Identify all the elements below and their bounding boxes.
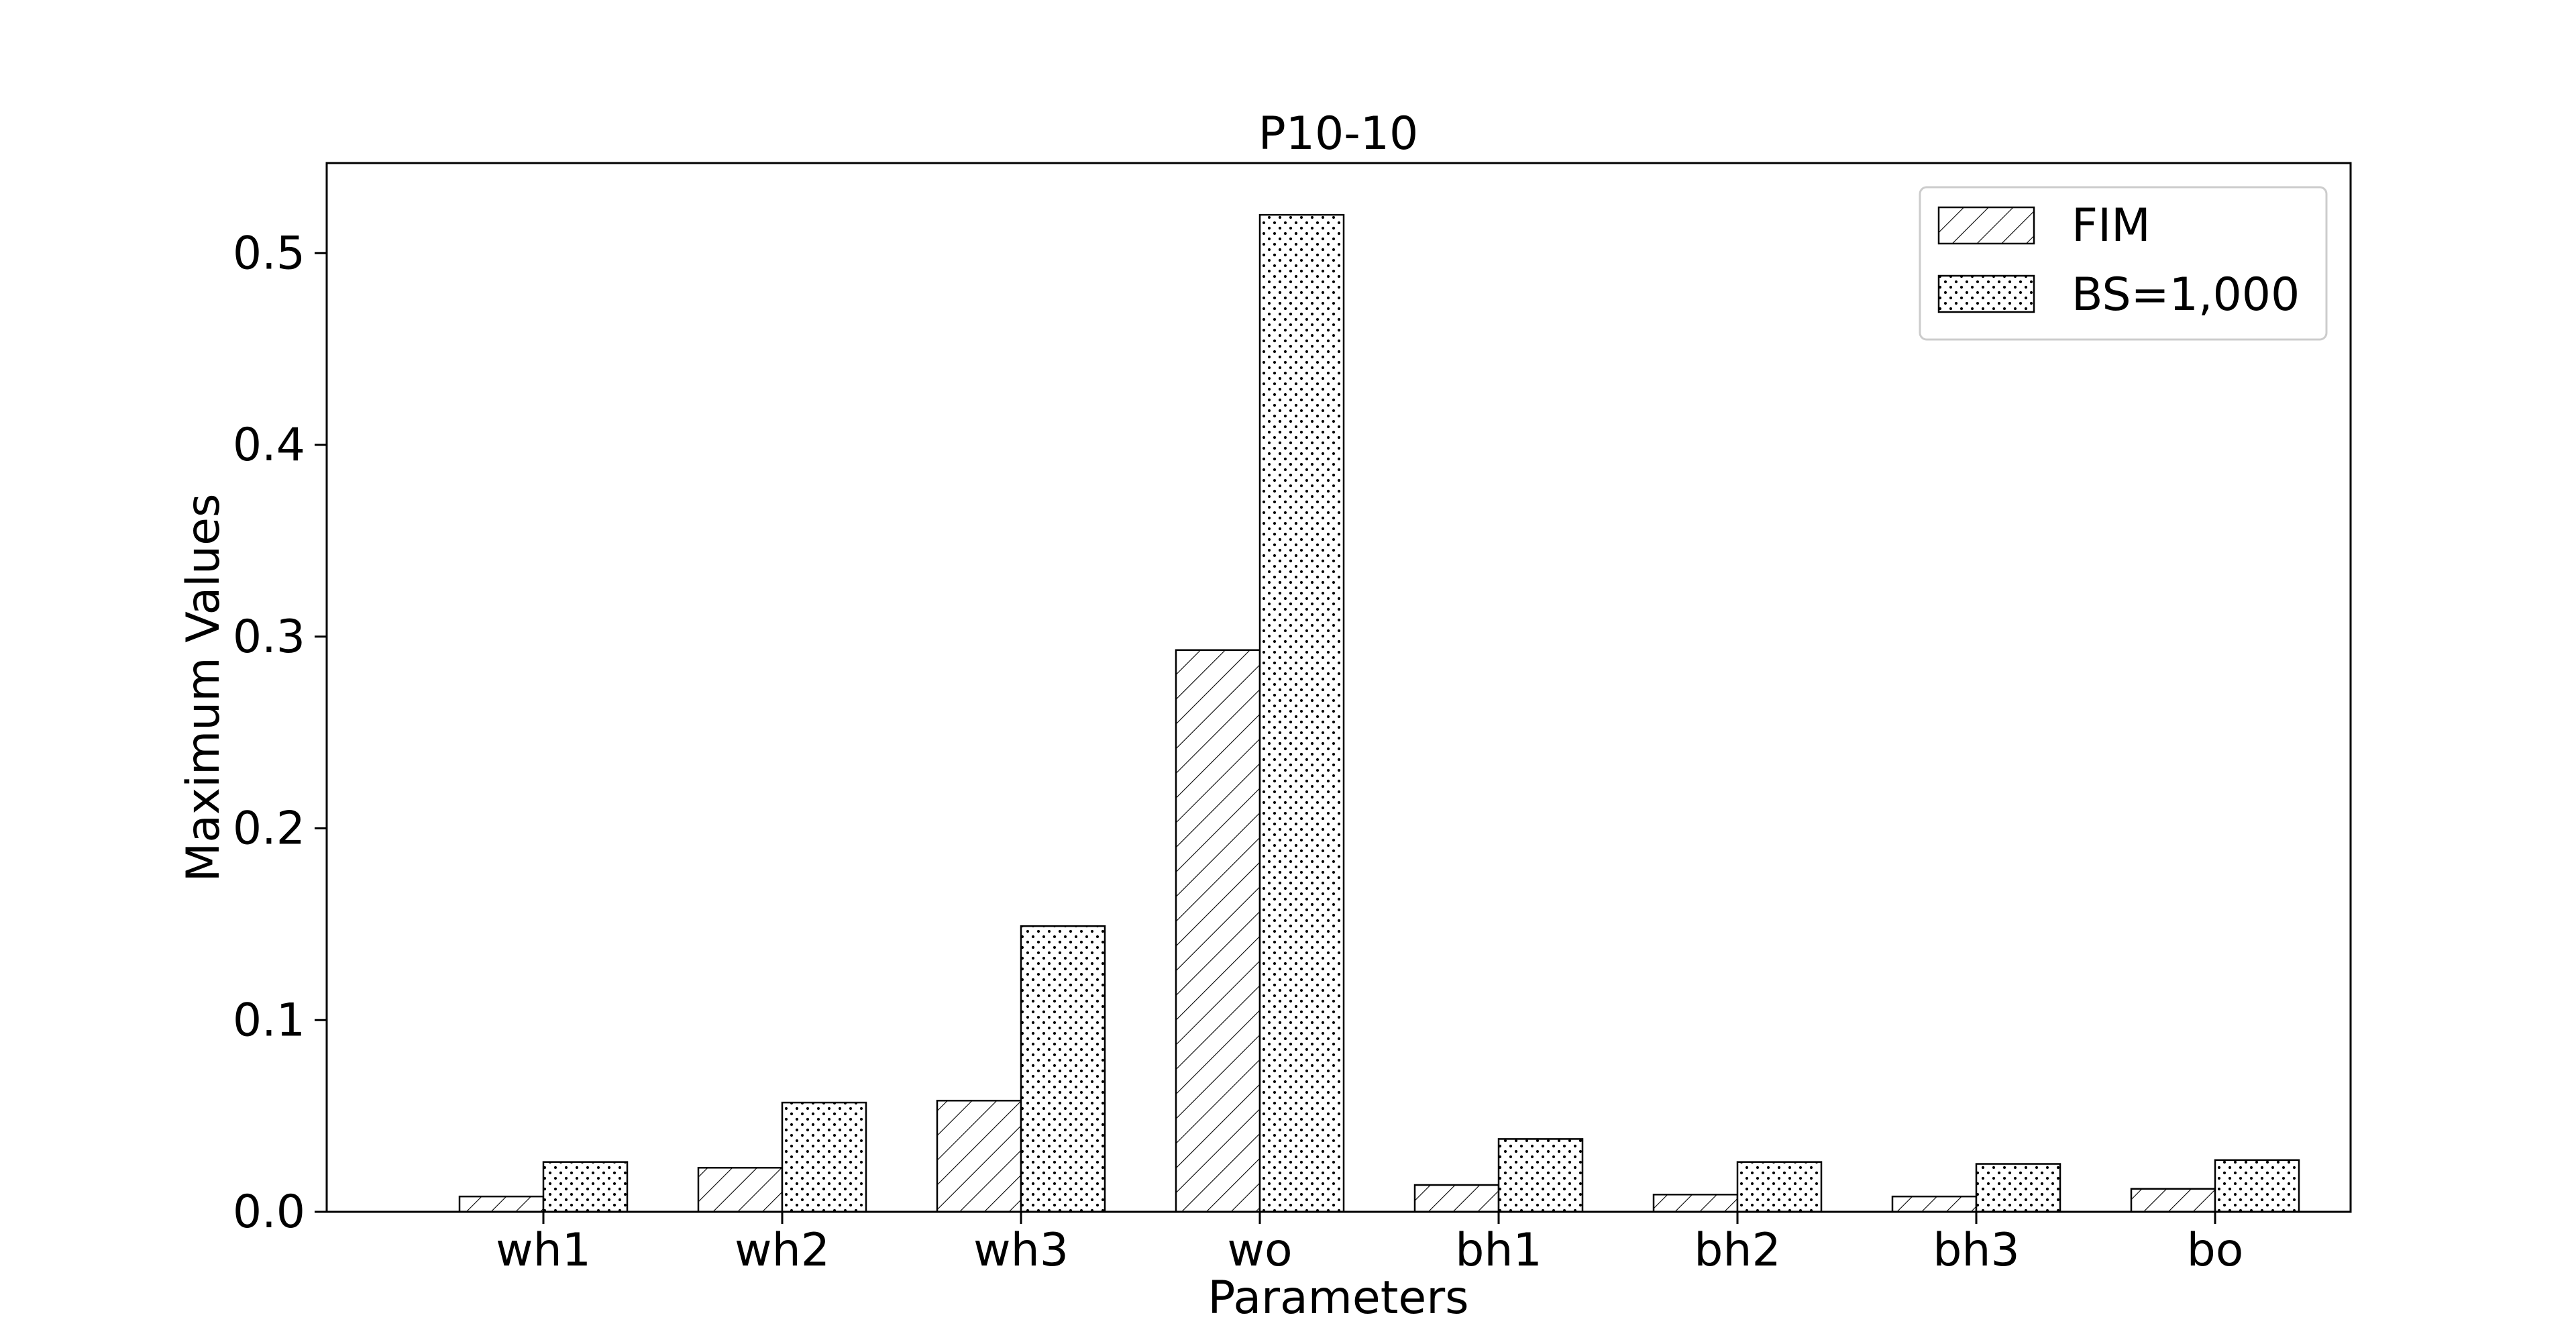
x-axis: wh1 wh2 wh3 wo bh1 bh2 bh3 bo: [496, 1212, 2243, 1277]
legend-swatch-bs: [1937, 274, 2035, 313]
bar-fim-wo: [1175, 649, 1261, 1213]
y-tick-label: 0.2: [233, 803, 305, 856]
x-tick-label-wh1: wh1: [496, 1224, 591, 1277]
bar-fim-wh1: [458, 1195, 545, 1213]
legend-label-bs: BS=1,000: [2072, 268, 2300, 321]
x-tick-label-bo: bo: [2187, 1224, 2244, 1277]
bar-fim-bo: [2130, 1188, 2216, 1213]
y-tick-label: 0.0: [233, 1186, 305, 1239]
bar-bs-wh3: [1020, 925, 1106, 1213]
x-tick-label-bh3: bh3: [1933, 1224, 2020, 1277]
bar-bs-wh1: [542, 1161, 629, 1213]
chart-title: P10-10: [1258, 107, 1419, 160]
bars-layer: [458, 213, 2300, 1213]
plot-frame: [325, 162, 2352, 1213]
bar-bs-bo: [2214, 1159, 2300, 1213]
bar-fim-bh3: [1891, 1195, 1978, 1213]
bar-bs-bh1: [1497, 1138, 1584, 1213]
y-axis-label: Maximum Values: [177, 494, 230, 882]
bar-fim-wh2: [697, 1167, 784, 1213]
bar-fim-bh2: [1652, 1194, 1739, 1213]
x-tick-label-wh3: wh3: [973, 1224, 1069, 1277]
legend-swatch-fim: [1937, 206, 2035, 245]
bar-bs-wh2: [781, 1101, 867, 1213]
legend-label-fim: FIM: [2072, 199, 2151, 252]
y-tick-label: 0.3: [233, 611, 305, 664]
x-tick-label-wo: wo: [1227, 1224, 1292, 1277]
y-tick-label: 0.1: [233, 994, 305, 1047]
bar-fim-wh3: [936, 1100, 1022, 1213]
bar-bs-bh2: [1736, 1161, 1823, 1213]
y-axis: 0.0 0.1 0.2 0.3 0.4 0.5: [233, 227, 327, 1239]
y-tick-label: 0.4: [233, 419, 305, 472]
legend: FIM BS=1,000: [1919, 186, 2328, 341]
bar-fim-bh1: [1413, 1184, 1500, 1213]
bar-bs-bh3: [1975, 1163, 2061, 1213]
x-tick-label-bh1: bh1: [1455, 1224, 1542, 1277]
x-tick-label-bh2: bh2: [1694, 1224, 1781, 1277]
x-tick-label-wh2: wh2: [735, 1224, 830, 1277]
y-tick-label: 0.5: [233, 227, 305, 280]
x-axis-label: Parameters: [1208, 1272, 1468, 1325]
bar-bs-wo: [1258, 213, 1345, 1213]
